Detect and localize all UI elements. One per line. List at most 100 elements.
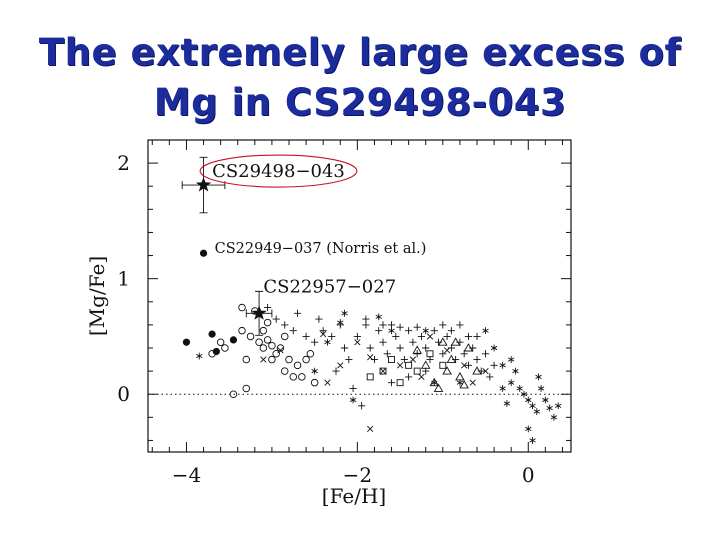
open-circle-point [285, 355, 293, 364]
open-circle-point [293, 361, 302, 370]
plus-point [353, 332, 361, 341]
filled-circle-point [212, 347, 220, 356]
open-circle-point [268, 341, 276, 350]
asterisk-point [546, 404, 553, 412]
plus-point [473, 332, 481, 341]
plus-point [443, 332, 451, 341]
plus-point [375, 327, 383, 335]
open-circle-point [272, 350, 280, 358]
plus-point [379, 321, 387, 329]
plus-point [422, 344, 430, 352]
y-tick-label: 0 [117, 382, 130, 406]
plus-point [490, 361, 498, 369]
tick-labels: −4 −2 0 0 1 2 [117, 151, 534, 487]
plus-point [366, 344, 374, 352]
plus-point [332, 367, 340, 375]
plus-point [409, 338, 417, 346]
asterisk-point [535, 373, 542, 381]
asterisk-point [537, 385, 545, 392]
open-circle-point [246, 332, 255, 341]
plus-point [302, 332, 310, 341]
open-circle-point [238, 326, 246, 335]
annotation-label: CS22949−037 (Norris et al.) [215, 241, 427, 257]
annotations: CS29498−043 CS22949−037 (Norris et al.) CS… [199, 154, 427, 298]
asterisk-point [490, 344, 498, 352]
asterisk-point [503, 400, 511, 407]
open-circle-point [255, 338, 263, 346]
open-circle-point [263, 318, 272, 327]
y-tick-label: 1 [117, 267, 130, 291]
plus-point [319, 327, 327, 335]
plus-point [345, 355, 353, 364]
slide-title: The extremely large excess of Mg in CS29… [0, 28, 720, 128]
plus-point [417, 332, 426, 341]
plus-point [486, 373, 494, 381]
plus-point [328, 332, 336, 341]
asterisk-point [311, 367, 318, 375]
triangle-point [459, 380, 469, 389]
star-point [195, 177, 212, 192]
filled-circle-point [208, 330, 216, 338]
open-circle-point [242, 384, 251, 393]
plus-point [413, 350, 421, 358]
square-point [413, 367, 421, 375]
filled-circle-point [229, 336, 238, 344]
plus-point [396, 323, 404, 331]
plus-point [469, 344, 477, 352]
plus-point [281, 321, 289, 329]
square-point [366, 373, 374, 381]
plus-point [358, 402, 366, 410]
asterisk-point [349, 396, 357, 404]
cross-point [396, 362, 404, 369]
x-tick-label: 0 [522, 463, 535, 487]
asterisk-point [529, 402, 536, 410]
plus-point [379, 338, 387, 346]
asterisk-point [554, 402, 562, 410]
cross-point [367, 425, 374, 433]
asterisk-point [341, 309, 348, 317]
plus-point [452, 355, 460, 364]
asterisk-point [507, 379, 515, 387]
asterisk-point [324, 338, 331, 346]
plus-point [362, 315, 370, 323]
asterisk-point [529, 437, 536, 444]
asterisk-point [499, 385, 506, 392]
asterisk-point [375, 313, 382, 321]
cross-point [409, 356, 417, 363]
square-point [405, 361, 413, 369]
open-circle-point [280, 332, 289, 341]
plus-point [439, 321, 447, 329]
asterisk-point [482, 327, 489, 335]
plus-point [387, 379, 396, 387]
asterisk-point [499, 361, 506, 369]
open-circle-point [310, 378, 319, 387]
asterisk-point [516, 385, 523, 392]
plus-point [405, 373, 413, 381]
y-axis-label: [Mg/Fe] [85, 256, 109, 336]
plus-point [340, 344, 349, 352]
asterisk-point [525, 396, 532, 404]
highlight-ellipse [199, 154, 358, 188]
square-point [396, 379, 404, 387]
plus-point [439, 350, 447, 358]
plus-point [311, 338, 319, 346]
asterisk-point [196, 352, 203, 360]
plus-point [447, 327, 455, 335]
asterisk-point [512, 367, 519, 375]
open-circle-point [242, 355, 251, 364]
plus-point [456, 321, 464, 329]
axis-ticks [148, 139, 571, 452]
asterisk-point [507, 356, 515, 363]
plus-point [477, 367, 485, 375]
open-circle-point [280, 367, 289, 375]
slide-title-line-2: Mg in CS29498-043 [153, 81, 567, 124]
plus-point [473, 355, 481, 364]
slide-title-line-1: The extremely large excess of [38, 31, 682, 74]
y-tick-label: 2 [117, 151, 130, 175]
cross-point [461, 362, 468, 369]
cross-point [367, 354, 374, 361]
open-circle-point [268, 355, 276, 364]
triangle-point [420, 360, 431, 369]
open-circle-point [289, 373, 298, 381]
